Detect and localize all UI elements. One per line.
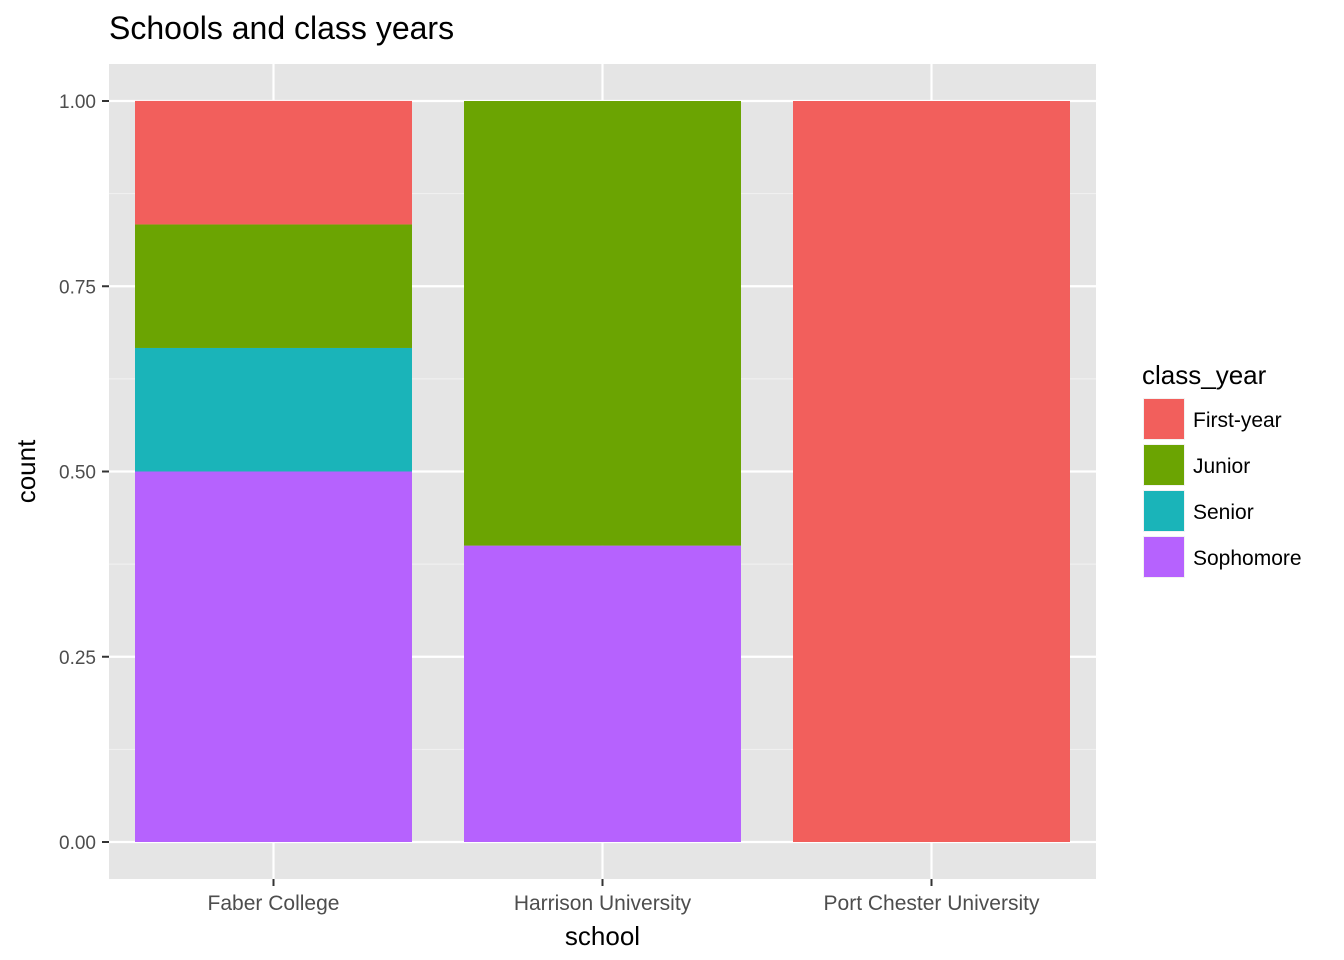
chart-title: Schools and class years bbox=[109, 10, 455, 46]
y-tick-label: 0.75 bbox=[59, 277, 96, 298]
bar-segment bbox=[135, 471, 412, 842]
legend-swatch bbox=[1144, 537, 1184, 577]
y-axis: 0.00 0.25 0.50 0.75 1.00 bbox=[59, 92, 109, 854]
x-tick-label: Faber College bbox=[208, 892, 340, 915]
x-axis-label: school bbox=[565, 921, 640, 951]
y-tick-label: 0.25 bbox=[59, 648, 96, 669]
x-axis: Faber College Harrison University Port Che… bbox=[208, 879, 1040, 915]
bar-segment bbox=[135, 100, 412, 225]
legend-swatch bbox=[1144, 491, 1184, 531]
legend-swatch bbox=[1144, 399, 1184, 439]
legend: class_year First-year Junior Senior Sophomo… bbox=[1142, 360, 1302, 578]
bar-segment bbox=[793, 101, 1070, 842]
y-tick-label: 0.00 bbox=[59, 833, 96, 854]
legend-swatch bbox=[1144, 445, 1184, 485]
y-tick-label: 0.50 bbox=[59, 463, 96, 484]
y-axis-label: count bbox=[11, 439, 41, 503]
x-tick-label: Port Chester University bbox=[824, 892, 1040, 915]
legend-label: Senior bbox=[1193, 501, 1254, 524]
bar-segment bbox=[464, 545, 741, 842]
y-tick-label: 1.00 bbox=[59, 92, 96, 113]
bars bbox=[135, 100, 1070, 842]
legend-label: First-year bbox=[1193, 409, 1282, 432]
legend-title: class_year bbox=[1142, 360, 1267, 390]
x-tick-label: Harrison University bbox=[514, 892, 692, 915]
legend-label: Sophomore bbox=[1193, 547, 1302, 570]
bar-segment bbox=[135, 347, 412, 472]
legend-label: Junior bbox=[1193, 455, 1250, 478]
bar-segment bbox=[464, 101, 741, 546]
bar-segment bbox=[135, 224, 412, 348]
